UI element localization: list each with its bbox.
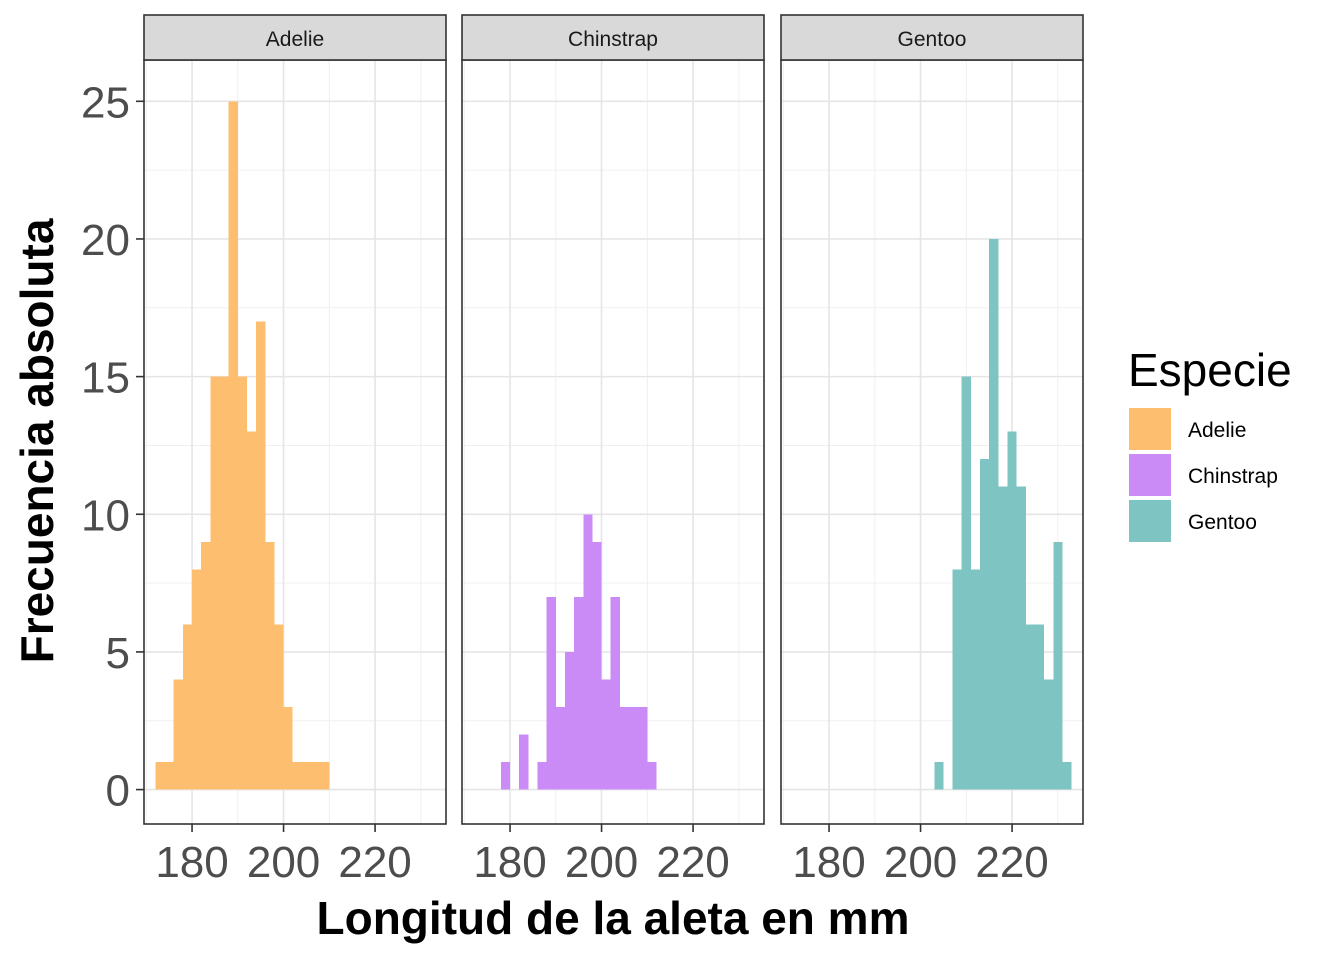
- histogram-bar: [629, 707, 638, 790]
- histogram-bar: [962, 377, 971, 790]
- facet-strip-label: Gentoo: [898, 28, 967, 51]
- facet-strip-label: Adelie: [266, 28, 324, 51]
- y-tick-label: 25: [81, 78, 130, 127]
- histogram-bar: [201, 542, 210, 790]
- histogram-bar: [165, 762, 174, 790]
- histogram-bar: [592, 542, 601, 790]
- histogram-bar: [1017, 487, 1026, 790]
- histogram-bar: [538, 762, 547, 790]
- histogram-bar: [1062, 762, 1071, 790]
- facet-strip-label: Chinstrap: [568, 28, 658, 51]
- y-tick-label: 5: [106, 629, 130, 678]
- legend-label: Chinstrap: [1188, 465, 1278, 488]
- histogram-bar: [210, 377, 219, 790]
- histogram-bar: [971, 569, 980, 789]
- histogram-bar: [620, 707, 629, 790]
- histogram-bar: [302, 762, 311, 790]
- histogram-bar: [1035, 624, 1044, 789]
- histogram-bar: [174, 679, 183, 789]
- histogram-bar: [583, 514, 592, 789]
- histogram-bar: [647, 762, 656, 790]
- histogram-bar: [574, 597, 583, 790]
- histogram-bar: [1026, 624, 1035, 789]
- histogram-bar: [602, 679, 611, 789]
- x-tick-label: 220: [338, 838, 411, 887]
- histogram-bar: [192, 569, 201, 789]
- y-tick-label: 15: [81, 354, 130, 403]
- histogram-bar: [155, 762, 164, 790]
- histogram-bar: [274, 624, 283, 789]
- histogram-bar: [183, 624, 192, 789]
- histogram-bar: [989, 239, 998, 790]
- legend-label: Adelie: [1188, 419, 1246, 442]
- histogram-bar: [220, 377, 229, 790]
- histogram-bar: [320, 762, 329, 790]
- facet-panel-chinstrap: Chinstrap 180 200 220: [462, 15, 764, 887]
- histogram-bar: [998, 487, 1007, 790]
- facet-panel-adelie: Adelie 180 200 220: [144, 15, 446, 887]
- x-tick-label: 180: [792, 838, 865, 887]
- y-tick-label: 20: [81, 216, 130, 265]
- histogram-bar: [1044, 679, 1053, 789]
- histogram-bar: [284, 707, 293, 790]
- histogram-bar: [519, 735, 528, 790]
- x-tick-label: 200: [247, 838, 320, 887]
- x-tick-label: 180: [473, 838, 546, 887]
- histogram-bar: [565, 652, 574, 790]
- legend-swatch: [1129, 500, 1171, 542]
- x-tick-label: 220: [656, 838, 729, 887]
- y-tick-label: 0: [106, 767, 130, 816]
- x-tick-label: 220: [975, 838, 1048, 887]
- histogram-bar: [556, 707, 565, 790]
- histogram-bar: [247, 432, 256, 790]
- x-tick-label: 200: [565, 838, 638, 887]
- legend-swatch: [1129, 408, 1171, 450]
- y-tick-label: 10: [81, 491, 130, 540]
- legend-swatch: [1129, 454, 1171, 496]
- y-axis-title: Frecuencia absoluta: [11, 218, 63, 663]
- legend: Especie Adelie Chinstrap Gentoo: [1128, 344, 1292, 542]
- x-tick-label: 180: [155, 838, 228, 887]
- histogram-bar: [256, 322, 265, 790]
- x-tick-label: 200: [884, 838, 957, 887]
- facet-panels: Adelie 180 200 220 Chinstrap 180 200 220 Gentoo 1…: [144, 15, 1083, 887]
- legend-label: Gentoo: [1188, 511, 1257, 534]
- x-axis-title: Longitud de la aleta en mm: [317, 892, 910, 944]
- histogram-bar: [229, 101, 238, 789]
- histogram-bar: [547, 597, 556, 790]
- legend-title: Especie: [1128, 344, 1292, 396]
- histogram-bar: [638, 707, 647, 790]
- facet-panel-gentoo: Gentoo 180 200 220: [781, 15, 1083, 887]
- histogram-bar: [1008, 432, 1017, 790]
- histogram-bar: [934, 762, 943, 790]
- histogram-bar: [1053, 542, 1062, 790]
- histogram-bar: [611, 597, 620, 790]
- histogram-bar: [501, 762, 510, 790]
- histogram-bar: [980, 459, 989, 789]
- legend-keys: Adelie Chinstrap Gentoo: [1129, 408, 1278, 542]
- histogram-bar: [293, 762, 302, 790]
- histogram-bar: [238, 377, 247, 790]
- histogram-bar: [311, 762, 320, 790]
- histogram-bar: [953, 569, 962, 789]
- histogram-bar: [265, 542, 274, 790]
- y-axis: 0 5 10 15 20 25: [81, 78, 144, 815]
